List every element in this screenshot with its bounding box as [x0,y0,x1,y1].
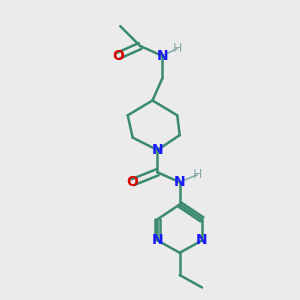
Text: H: H [192,168,202,181]
Text: O: O [112,49,124,63]
Text: N: N [152,233,163,248]
Text: N: N [152,143,163,157]
Text: N: N [157,49,168,63]
Text: N: N [196,233,208,248]
Text: N: N [174,175,185,189]
Text: O: O [127,175,139,189]
Text: H: H [172,42,182,55]
